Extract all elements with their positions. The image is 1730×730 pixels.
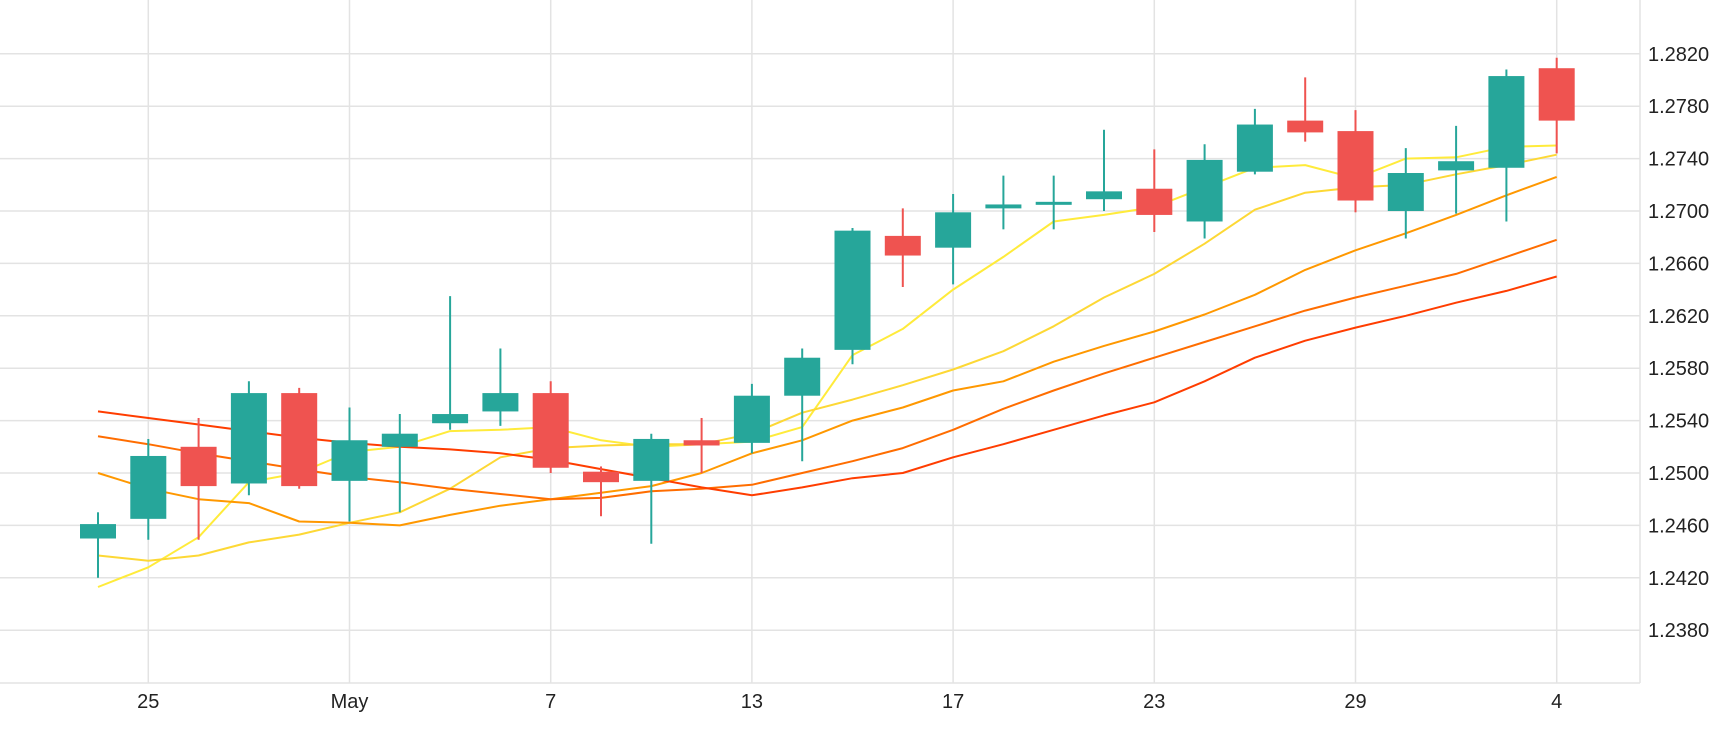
candle-up [784, 348, 821, 462]
candle-up [1387, 148, 1424, 239]
candle-body [884, 235, 921, 256]
y-tick-label: 1.2500 [1648, 463, 1709, 485]
candle-up [1438, 125, 1475, 214]
candle-up [230, 381, 267, 496]
y-tick-label: 1.2740 [1648, 149, 1709, 171]
candle-body [733, 395, 770, 443]
moving-average-line [97, 153, 1557, 562]
y-tick-label: 1.2780 [1648, 96, 1709, 118]
candle-body [1086, 191, 1122, 200]
y-tick-label: 1.2420 [1648, 568, 1709, 590]
candle-down [1136, 149, 1173, 232]
candle-down [180, 417, 217, 540]
x-tick-label: 25 [137, 691, 159, 713]
candle-down [583, 466, 619, 517]
x-tick-label: 23 [1143, 691, 1165, 713]
candle-up [381, 414, 418, 513]
candle-up [482, 348, 519, 426]
candle-body [1035, 201, 1072, 205]
candle-body [80, 524, 116, 539]
y-tick-label: 1.2380 [1648, 620, 1709, 642]
y-tick-label: 1.2540 [1648, 411, 1709, 433]
candle-body [683, 440, 720, 446]
y-tick-label: 1.2660 [1648, 253, 1709, 275]
candle-body [633, 438, 670, 481]
x-tick-label: 17 [942, 691, 964, 713]
candle-body [1538, 68, 1575, 121]
x-tick-label: 7 [545, 691, 556, 713]
candle-body [985, 204, 1022, 209]
moving-average-line [97, 175, 1558, 527]
candle-down [1538, 57, 1575, 154]
candle-up [1488, 69, 1525, 222]
candle-body [432, 414, 469, 424]
candle-body [331, 440, 368, 481]
y-tick-label: 1.2700 [1648, 201, 1709, 223]
candle-body [482, 393, 519, 412]
candle-body [1287, 120, 1324, 133]
candle-down [1337, 110, 1374, 213]
y-tick-label: 1.2460 [1648, 515, 1709, 537]
candle-up [834, 228, 871, 365]
grid [0, 0, 1640, 683]
candle-body [1438, 161, 1475, 171]
x-tick-label: 4 [1551, 691, 1562, 713]
candle-down [1287, 77, 1324, 142]
candle-body [834, 230, 871, 350]
candle-up [985, 175, 1022, 230]
candle-up [80, 512, 116, 578]
candle-body [1488, 76, 1525, 168]
candle-down [683, 417, 720, 473]
candle-body [381, 433, 418, 447]
candle-up [1086, 129, 1122, 211]
candle-up [1186, 144, 1223, 239]
price-axis: 1.2380 1.2420 1.2460 1.2500 1.2540 1.2580 1.26… [1648, 44, 1709, 642]
candle-body [1186, 159, 1223, 222]
candle-up [733, 383, 770, 454]
date-axis: 25 May 7 13 17 23 29 4 [137, 691, 1562, 713]
candle-body [130, 455, 167, 519]
candle-up [1035, 175, 1072, 230]
x-tick-label: 13 [741, 691, 763, 713]
candle-body [230, 393, 267, 484]
candle-down [532, 381, 569, 473]
candle-up [935, 193, 972, 285]
candle-up [331, 407, 368, 522]
candle-up [432, 296, 469, 430]
candle-body [1236, 124, 1273, 172]
candle-body [784, 357, 821, 396]
candle-body [281, 393, 318, 487]
candle-body [1337, 131, 1374, 201]
y-tick-label: 1.2820 [1648, 44, 1709, 66]
candle-body [180, 446, 217, 487]
candle-body [532, 393, 569, 468]
candle-body [1387, 173, 1424, 211]
y-tick-label: 1.2620 [1648, 306, 1709, 328]
candle-up [1236, 108, 1273, 175]
candle-body [1136, 188, 1173, 215]
candle-body [935, 212, 972, 248]
candlesticks [80, 57, 1575, 578]
candle-down [884, 208, 921, 287]
y-tick-label: 1.2580 [1648, 358, 1709, 380]
candle-down [281, 387, 318, 489]
candle-body [583, 471, 619, 483]
candle-up [633, 433, 670, 544]
candle-up [130, 438, 167, 540]
x-tick-label: May [331, 691, 369, 713]
x-tick-label: 29 [1344, 691, 1366, 713]
